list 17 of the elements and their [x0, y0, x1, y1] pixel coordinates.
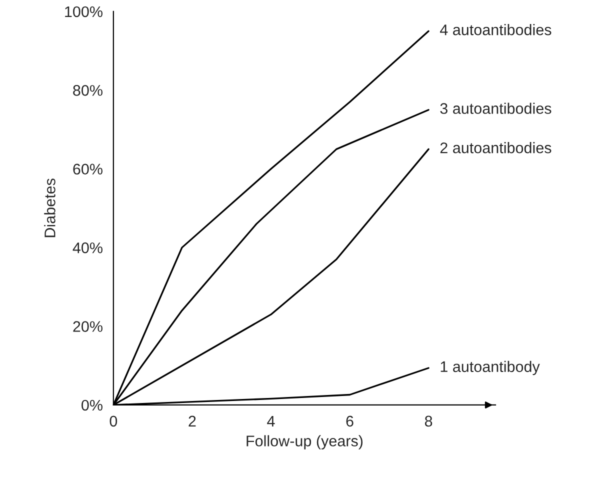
x-tick-label: 0 [110, 416, 118, 427]
y-tick-label: 0% [82, 400, 102, 411]
y-tick-label: 60% [73, 164, 102, 175]
y-tick-label: 40% [72, 242, 102, 254]
x-tick-label: 8 [424, 416, 432, 427]
x-tick-label: 4 [267, 416, 275, 426]
y-tick-label: 80% [73, 85, 102, 96]
x-tick-label: 6 [346, 416, 354, 427]
series-label: 2 autoantibodies [440, 142, 552, 154]
series-label: 3 autoantibodies [440, 102, 552, 114]
y-axis-title: Diabetes [44, 178, 56, 238]
y-tick-label: 20% [73, 321, 102, 332]
x-tick-label: 2 [188, 416, 196, 426]
x-axis-title: Follow-up (years) [246, 435, 363, 450]
series-label: 4 autoantibodies [440, 24, 552, 36]
series-label: 1 autoantibody [440, 360, 540, 376]
y-tick-label: 100% [65, 6, 102, 18]
